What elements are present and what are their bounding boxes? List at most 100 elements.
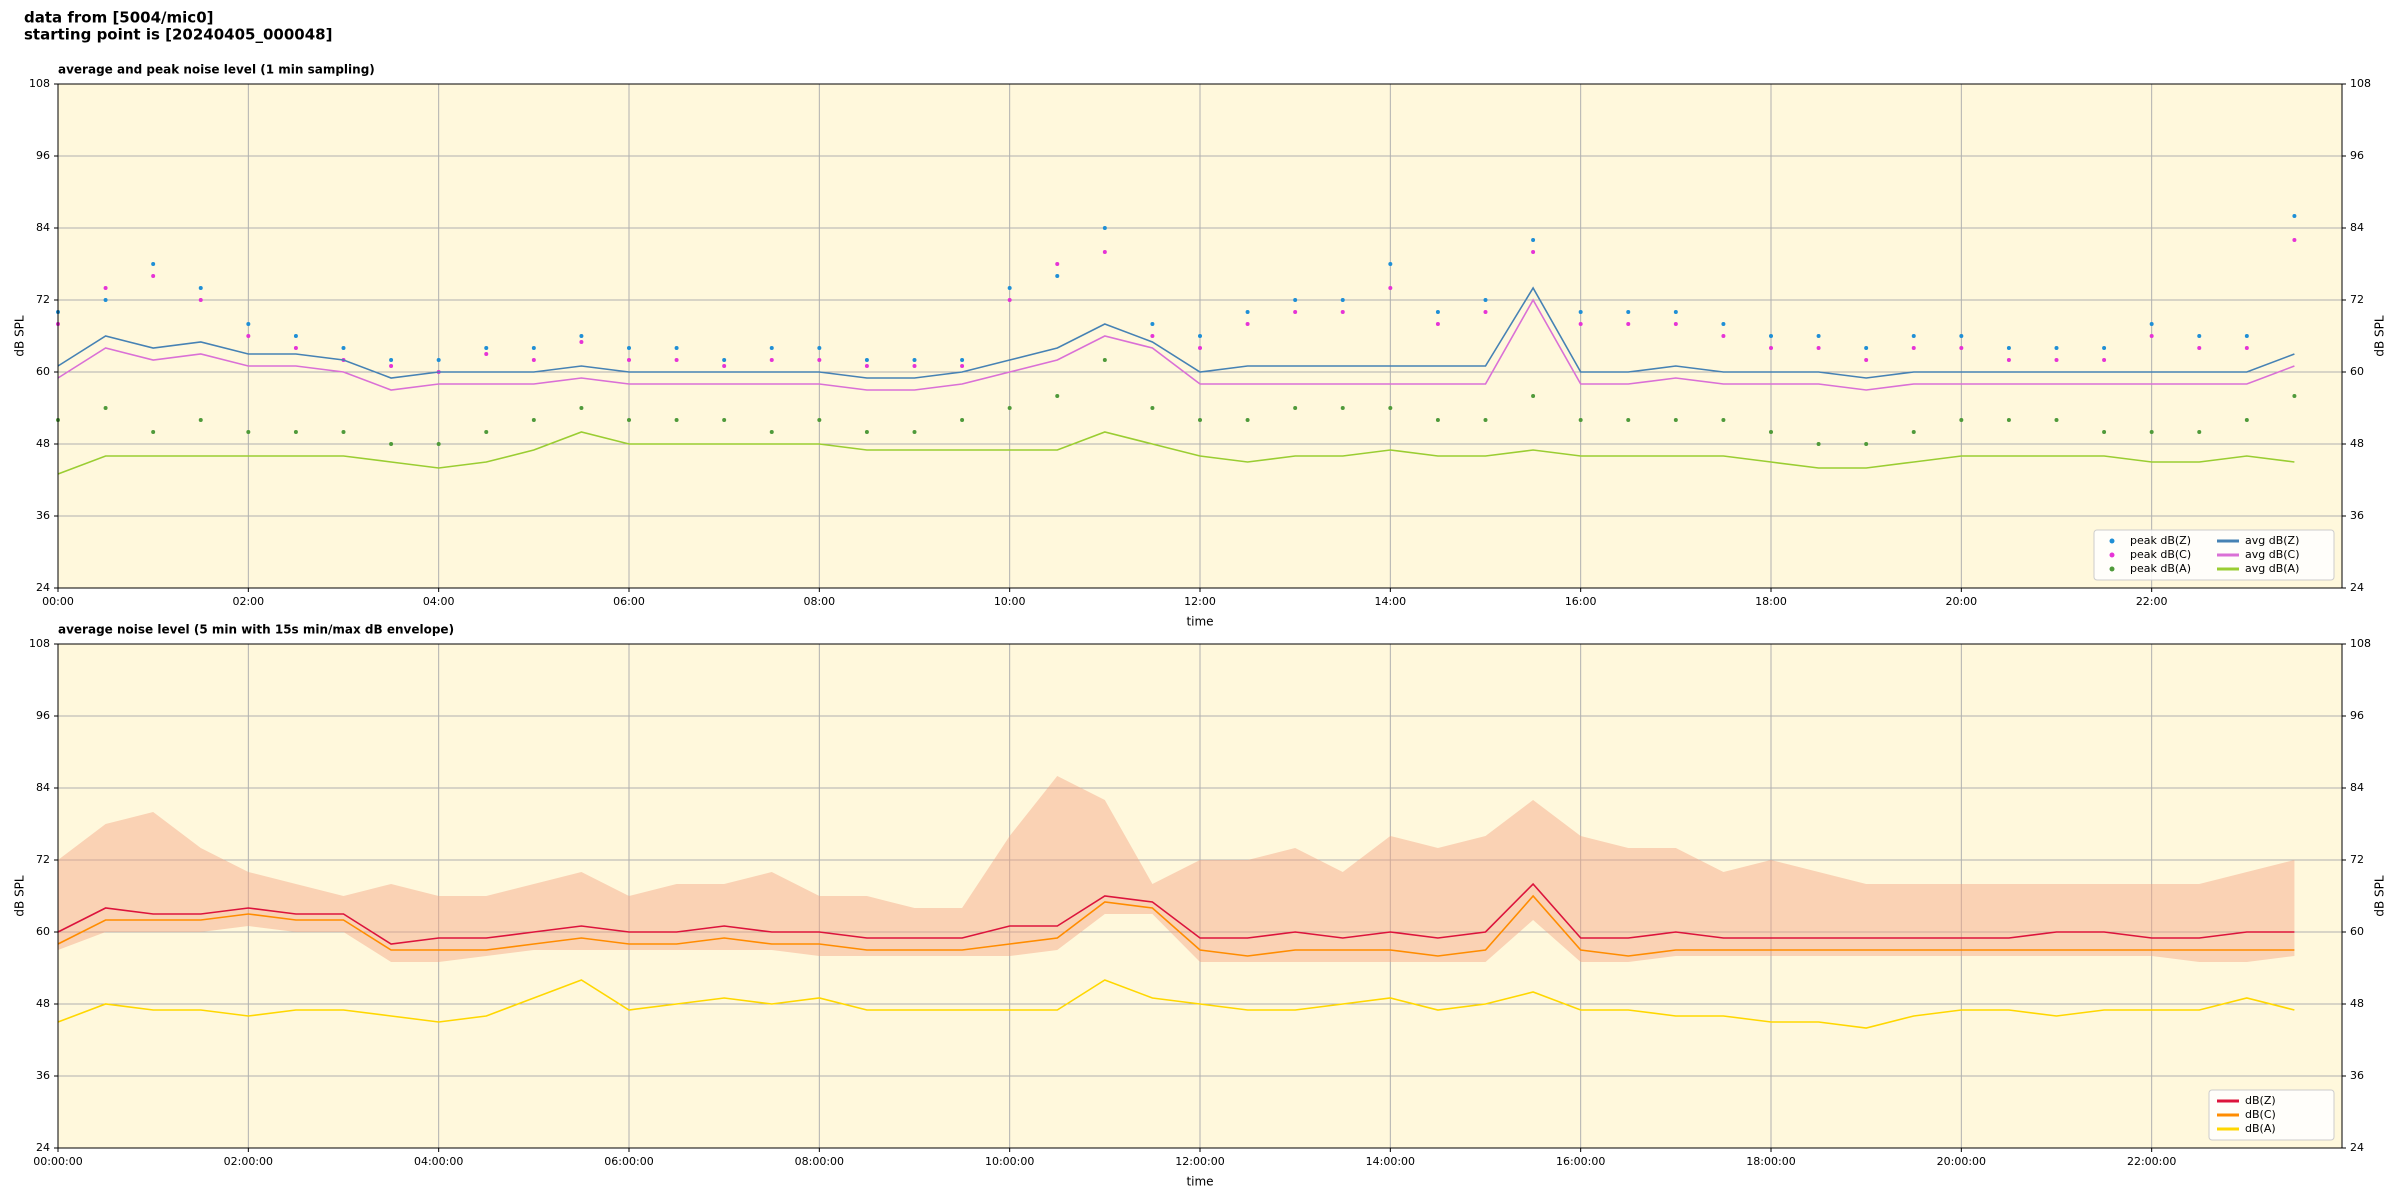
peak-point xyxy=(246,334,251,338)
peak-point xyxy=(1198,334,1202,338)
peak-point xyxy=(1769,334,1773,338)
y-tick-label: 48 xyxy=(36,997,50,1010)
y-tick-label: 108 xyxy=(29,77,50,90)
peak-point xyxy=(1816,334,1821,338)
peak-point xyxy=(2054,346,2059,350)
peak-point xyxy=(389,442,394,446)
legend: dB(Z)dB(C)dB(A) xyxy=(2208,1089,2335,1141)
peak-point xyxy=(1055,274,1060,278)
peak-point xyxy=(389,364,394,368)
peak-point xyxy=(2197,346,2202,350)
y-axis-label: dB SPL xyxy=(2373,315,2387,357)
peak-point xyxy=(1150,322,1155,326)
peak-point xyxy=(198,298,203,302)
x-tick-label: 08:00 xyxy=(803,595,835,608)
legend-label: avg dB(Z) xyxy=(2245,534,2299,547)
legend-label: peak dB(Z) xyxy=(2130,534,2191,547)
peak-point xyxy=(2292,238,2297,242)
peak-point xyxy=(912,364,917,368)
peak-point xyxy=(1673,418,1678,422)
peak-point xyxy=(1198,346,1202,350)
legend-label: dB(C) xyxy=(2245,1108,2276,1121)
header-line: starting point is [20240405_000048] xyxy=(24,26,332,44)
legend-label: peak dB(A) xyxy=(2130,562,2191,575)
peak-point xyxy=(674,346,679,350)
peak-point xyxy=(1959,346,1964,350)
y-tick-label: 84 xyxy=(2350,781,2364,794)
y-tick-label: 36 xyxy=(2350,1069,2364,1082)
peak-point xyxy=(1816,346,1821,350)
peak-point xyxy=(1483,298,1488,302)
peak-point xyxy=(531,418,536,422)
peak-point xyxy=(1245,322,1250,326)
x-tick-label: 12:00 xyxy=(1184,595,1216,608)
legend-label: avg dB(A) xyxy=(2245,562,2299,575)
legend-box xyxy=(2093,529,2335,581)
plot-frame xyxy=(57,643,2343,1149)
y-tick-label: 96 xyxy=(2350,709,2364,722)
peak-point xyxy=(1816,442,1821,446)
peak-point xyxy=(1578,322,1583,326)
series-line xyxy=(57,894,2295,957)
y-tick-label: 24 xyxy=(36,1141,50,1154)
x-tick-label: 22:00 xyxy=(2136,595,2168,608)
series-line xyxy=(57,431,2295,475)
chart-title: average noise level (5 min with 15s min/… xyxy=(58,623,454,637)
peak-point xyxy=(1055,394,1060,398)
x-tick-label: 14:00:00 xyxy=(1366,1155,1415,1168)
peak-point xyxy=(1626,418,1631,422)
peak-point xyxy=(1578,310,1583,314)
peak-point xyxy=(198,418,203,422)
peak-point xyxy=(1673,322,1678,326)
x-tick-label: 14:00 xyxy=(1374,595,1406,608)
y-axis-label: dB SPL xyxy=(13,315,27,357)
peak-point xyxy=(1388,286,1393,290)
peak-point xyxy=(1531,238,1536,242)
y-tick-label: 72 xyxy=(2350,293,2364,306)
peak-point xyxy=(674,358,679,362)
peak-point xyxy=(769,346,774,350)
peak-point xyxy=(1293,298,1298,302)
peak-point xyxy=(436,358,441,362)
peak-point xyxy=(1388,262,1393,266)
peak-point xyxy=(2149,322,2154,326)
peak-point xyxy=(1340,406,1345,410)
peak-point xyxy=(817,358,822,362)
peak-point xyxy=(484,346,489,350)
x-tick-label: 06:00 xyxy=(613,595,645,608)
peak-point xyxy=(2244,334,2249,338)
peak-point xyxy=(2006,418,2011,422)
legend-marker xyxy=(2109,552,2115,558)
peak-point xyxy=(627,418,631,422)
peak-point xyxy=(1911,346,1916,350)
peak-point xyxy=(2006,358,2011,362)
peak-point xyxy=(1721,334,1726,338)
x-tick-label: 06:00:00 xyxy=(604,1155,653,1168)
peak-point xyxy=(674,418,679,422)
x-tick-label: 04:00 xyxy=(423,595,455,608)
peak-point xyxy=(1673,310,1678,314)
peak-point xyxy=(341,346,346,350)
y-tick-label: 24 xyxy=(36,581,50,594)
y-tick-label: 48 xyxy=(2350,437,2364,450)
peak-point xyxy=(1531,394,1536,398)
peak-point xyxy=(1483,310,1488,314)
x-tick-label: 10:00:00 xyxy=(985,1155,1034,1168)
peak-point xyxy=(484,430,489,434)
y-tick-label: 36 xyxy=(36,1069,50,1082)
y-tick-label: 96 xyxy=(36,149,50,162)
peak-point xyxy=(1007,298,1012,302)
chart-title: average and peak noise level (1 min samp… xyxy=(58,63,375,77)
peak-point xyxy=(912,358,917,362)
peak-point xyxy=(1911,430,1916,434)
peak-point xyxy=(1578,418,1583,422)
peak-point xyxy=(722,364,727,368)
peak-point xyxy=(1626,310,1631,314)
peak-point xyxy=(722,418,727,422)
x-tick-label: 00:00 xyxy=(42,595,74,608)
peak-point xyxy=(1721,418,1726,422)
peak-point xyxy=(151,262,156,266)
x-tick-label: 02:00 xyxy=(232,595,264,608)
y-tick-label: 96 xyxy=(36,709,50,722)
x-tick-label: 00:00:00 xyxy=(33,1155,82,1168)
